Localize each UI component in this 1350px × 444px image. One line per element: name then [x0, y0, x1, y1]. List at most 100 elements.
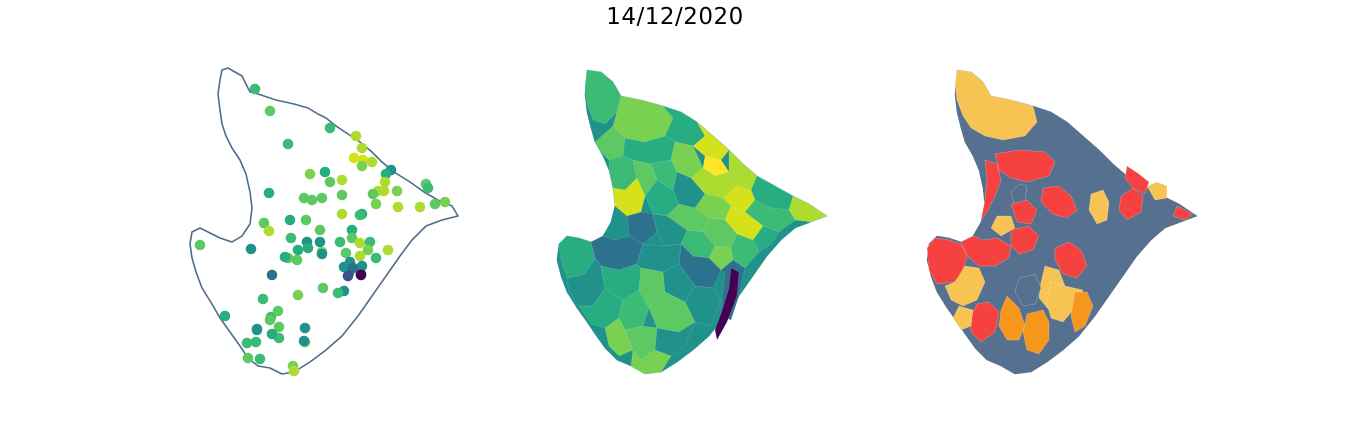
categorical-choropleth-panel — [926, 69, 1198, 375]
station-point — [316, 248, 328, 260]
municipality-region — [952, 305, 974, 331]
station-point — [263, 187, 275, 199]
station-point — [254, 353, 266, 365]
station-point — [364, 236, 376, 248]
station-point — [242, 352, 254, 364]
station-point — [348, 152, 360, 164]
station-point — [273, 321, 285, 333]
municipality-region — [1172, 205, 1194, 221]
station-point — [356, 160, 368, 172]
municipality-region — [1010, 199, 1038, 225]
municipality-region — [960, 235, 1012, 267]
station-point — [316, 192, 328, 204]
municipality-region — [788, 195, 828, 223]
station-point — [249, 83, 261, 95]
station-point — [367, 188, 379, 200]
station-point — [382, 244, 394, 256]
station-point — [304, 168, 316, 180]
station-point — [439, 196, 451, 208]
municipality-region — [954, 69, 1038, 141]
municipality-region — [1010, 225, 1040, 255]
station-point — [391, 185, 403, 197]
station-point — [347, 262, 359, 274]
municipality-region — [584, 69, 622, 125]
station-point — [317, 282, 329, 294]
station-point — [314, 224, 326, 236]
station-point — [219, 310, 231, 322]
station-point — [370, 198, 382, 210]
station-point — [356, 260, 368, 272]
continuous-choropleth-panel — [556, 69, 828, 375]
municipality-regions — [556, 69, 828, 375]
municipality-region — [678, 243, 722, 289]
station-point — [245, 243, 257, 255]
station-point — [324, 122, 336, 134]
station-point — [354, 250, 366, 262]
station-point — [266, 269, 278, 281]
station-point — [334, 236, 346, 248]
station-point — [332, 287, 344, 299]
station-point — [379, 176, 391, 188]
station-point — [272, 305, 284, 317]
municipality-region — [1040, 185, 1078, 219]
station-point — [354, 209, 366, 221]
station-point — [302, 242, 314, 254]
station-point — [429, 198, 441, 210]
station-point — [257, 293, 269, 305]
municipality-region — [1124, 165, 1150, 195]
station-point — [380, 168, 392, 180]
station-point — [292, 289, 304, 301]
station-point — [324, 176, 336, 188]
municipality-region — [1054, 241, 1088, 279]
station-point — [266, 328, 278, 340]
station-point — [362, 244, 374, 256]
station-point — [346, 224, 358, 236]
municipality-region — [994, 149, 1056, 183]
station-point — [414, 201, 426, 213]
municipality-region — [1146, 181, 1168, 201]
station-point — [355, 269, 367, 281]
municipality-region — [714, 267, 740, 341]
station-point — [298, 192, 310, 204]
municipality-region — [1046, 281, 1084, 323]
station-point — [264, 105, 276, 117]
municipality-region — [1070, 291, 1094, 333]
municipality-region — [1118, 187, 1144, 221]
station-point — [300, 214, 312, 226]
municipality-regions — [926, 69, 1198, 375]
station-point — [298, 335, 310, 347]
municipality-region — [944, 265, 986, 307]
municipality-region — [998, 295, 1026, 341]
station-point — [288, 365, 300, 377]
station-point — [194, 239, 206, 251]
station-point — [251, 323, 263, 335]
station-point — [340, 247, 352, 259]
municipality-region — [990, 215, 1016, 237]
station-point — [284, 214, 296, 226]
station-point — [366, 156, 378, 168]
municipality-region — [630, 349, 672, 375]
station-points — [194, 83, 451, 377]
station-point — [336, 174, 348, 186]
station-point — [422, 182, 434, 194]
figure-title: 14/12/2020 — [606, 4, 744, 30]
station-point — [319, 166, 331, 178]
station-point — [342, 270, 354, 282]
station-point — [370, 252, 382, 264]
station-point — [299, 322, 311, 334]
station-point — [279, 251, 291, 263]
municipality-region — [1022, 309, 1050, 355]
station-point — [354, 237, 366, 249]
station-point — [282, 138, 294, 150]
state-outline — [189, 67, 459, 375]
station-point — [356, 142, 368, 154]
station-point — [241, 337, 253, 349]
municipality-region — [744, 199, 796, 233]
station-point — [285, 232, 297, 244]
municipality-region — [926, 237, 968, 285]
station-point — [292, 244, 304, 256]
station-point — [392, 201, 404, 213]
station-point — [314, 236, 326, 248]
station-point — [291, 254, 303, 266]
station-point — [336, 208, 348, 220]
